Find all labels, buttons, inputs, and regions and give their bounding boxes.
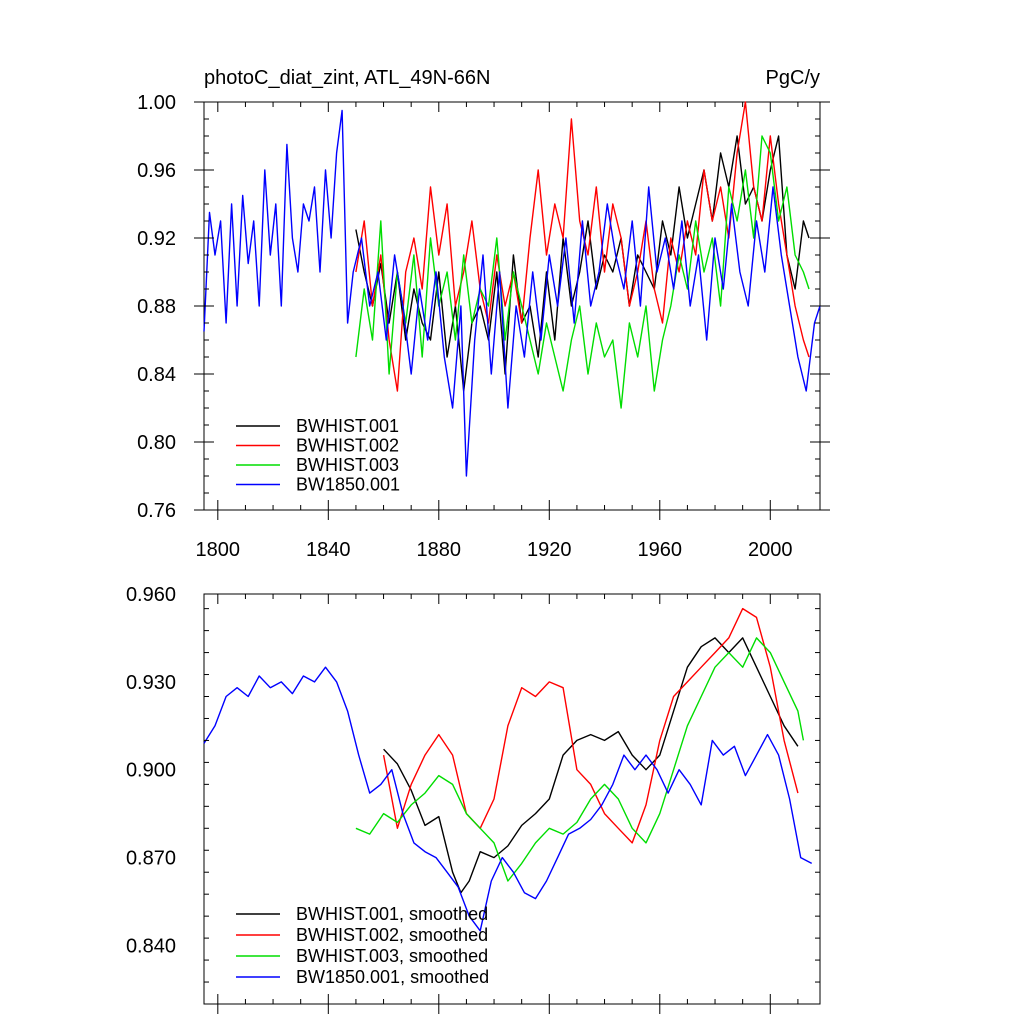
top-panel-ticks: 1800 1840 1880 1920 1960 2000 0.76 0.80 0.84 0.88… bbox=[137, 92, 830, 561]
top-panel-units: PgC/y bbox=[766, 67, 820, 89]
y-tick-label: 0.870 bbox=[126, 848, 176, 870]
bottom-panel-ticks: 0.840 0.870 0.900 0.930 0.960 bbox=[126, 584, 820, 1014]
bottom-panel: 0.840 0.870 0.900 0.930 0.960 BWHIST.001, sm… bbox=[126, 584, 821, 1014]
y-tick-label: 0.960 bbox=[126, 584, 176, 606]
y-tick-label: 0.84 bbox=[137, 364, 176, 386]
legend-label: BWHIST.001, smoothed bbox=[296, 904, 488, 924]
series-line-bwhist-001 bbox=[355, 135, 810, 392]
series-line-bwhist-002-smoothed bbox=[382, 607, 799, 844]
y-tick-label: 0.900 bbox=[126, 760, 176, 782]
series-line-bwhist-003 bbox=[355, 135, 810, 409]
x-tick-label: 1880 bbox=[417, 539, 462, 561]
x-tick-label: 1840 bbox=[306, 539, 351, 561]
legend-label: BW1850.001 bbox=[296, 475, 400, 495]
bottom-panel-plot-frame bbox=[203, 593, 821, 1005]
y-tick-label: 0.930 bbox=[126, 672, 176, 694]
series-line-bw1850-001 bbox=[203, 109, 821, 477]
y-tick-label: 1.00 bbox=[137, 92, 176, 114]
legend-label: BWHIST.003 bbox=[296, 455, 399, 475]
y-tick-label: 0.96 bbox=[137, 160, 176, 182]
legend-label: BWHIST.002, smoothed bbox=[296, 925, 488, 945]
top-panel-title: photoC_diat_zint, ATL_49N-66N bbox=[204, 67, 490, 89]
legend-label: BWHIST.001 bbox=[296, 416, 399, 436]
top-panel: photoC_diat_zint, ATL_49N-66N PgC/y 1800… bbox=[137, 67, 830, 561]
series-line-bw1850-001-smoothed bbox=[203, 666, 813, 932]
legend-label: BW1850.001, smoothed bbox=[296, 967, 489, 987]
bottom-panel-series-group bbox=[203, 607, 813, 932]
top-panel-series-group bbox=[203, 101, 821, 477]
y-tick-label: 0.76 bbox=[137, 500, 176, 522]
series-line-bwhist-002 bbox=[355, 101, 810, 392]
x-tick-label: 2000 bbox=[748, 539, 793, 561]
legend-label: BWHIST.003, smoothed bbox=[296, 946, 488, 966]
y-tick-label: 0.80 bbox=[137, 432, 176, 454]
series-line-bwhist-003-smoothed bbox=[355, 637, 805, 882]
legend-label: BWHIST.002 bbox=[296, 436, 399, 456]
x-tick-label: 1800 bbox=[196, 539, 241, 561]
x-tick-label: 1960 bbox=[638, 539, 683, 561]
x-tick-label: 1920 bbox=[527, 539, 572, 561]
y-tick-label: 0.92 bbox=[137, 228, 176, 250]
y-tick-label: 0.840 bbox=[126, 935, 176, 957]
series-line-bwhist-001-smoothed bbox=[383, 637, 799, 894]
y-tick-label: 0.88 bbox=[137, 296, 176, 318]
